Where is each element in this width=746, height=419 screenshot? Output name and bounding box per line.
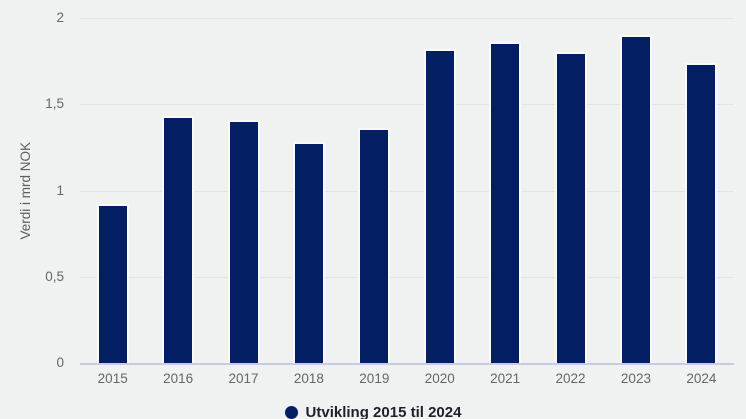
bar-band [211,18,276,363]
bar-2015[interactable] [96,204,129,363]
bar-2024[interactable] [685,63,718,363]
y-axis-title-wrap: Verdi i mrd NOK [8,18,42,363]
bar-2019[interactable] [358,128,391,363]
x-tick-label: 2017 [228,371,259,386]
x-tick-label: 2018 [293,371,324,386]
x-tick-label: 2020 [424,371,455,386]
bar-band [276,18,341,363]
legend-label: Utvikling 2015 til 2024 [305,404,462,419]
y-tick-label: 1,5 [45,96,64,112]
bar-band [538,18,603,363]
bar-2016[interactable] [162,116,195,363]
x-tick-label: 2021 [490,371,521,386]
x-tick-label: 2015 [97,371,128,386]
bar-band [342,18,407,363]
bar-2022[interactable] [554,52,587,363]
bar-2018[interactable] [292,142,325,363]
bar-2021[interactable] [489,42,522,363]
bar-2020[interactable] [423,49,456,363]
gridline [80,104,734,106]
gridline [80,190,734,192]
x-tick-label: 2016 [163,371,194,386]
y-tick-label: 0,5 [45,268,64,284]
x-axis-line [80,362,734,365]
bar-2023[interactable] [619,35,652,363]
bar-series [80,18,734,363]
gridline [80,276,734,278]
y-tick-label: 0 [56,355,64,370]
x-axis-tick-labels: 2015 2016 2017 2018 2019 2020 2021 2022 2023 2024 [80,371,734,387]
y-tick-label: 1 [56,182,64,198]
bar-band [407,18,472,363]
bar-band [669,18,734,363]
gridline [80,18,734,19]
x-tick-label: 2022 [555,371,586,386]
y-axis-title: Verdi i mrd NOK [17,141,33,240]
bar-band [80,18,145,363]
legend-item[interactable]: Utvikling 2015 til 2024 [284,404,462,419]
chart-legend: Utvikling 2015 til 2024 [0,404,746,419]
bar-2017[interactable] [227,120,260,363]
legend-series-dot-icon [284,406,298,419]
bar-band [145,18,210,363]
bar-band [603,18,668,363]
x-tick-label: 2019 [359,371,390,386]
x-tick-label: 2023 [620,371,651,386]
y-tick-label: 2 [56,10,64,25]
x-tick-label: 2024 [686,371,717,386]
bar-band [472,18,537,363]
